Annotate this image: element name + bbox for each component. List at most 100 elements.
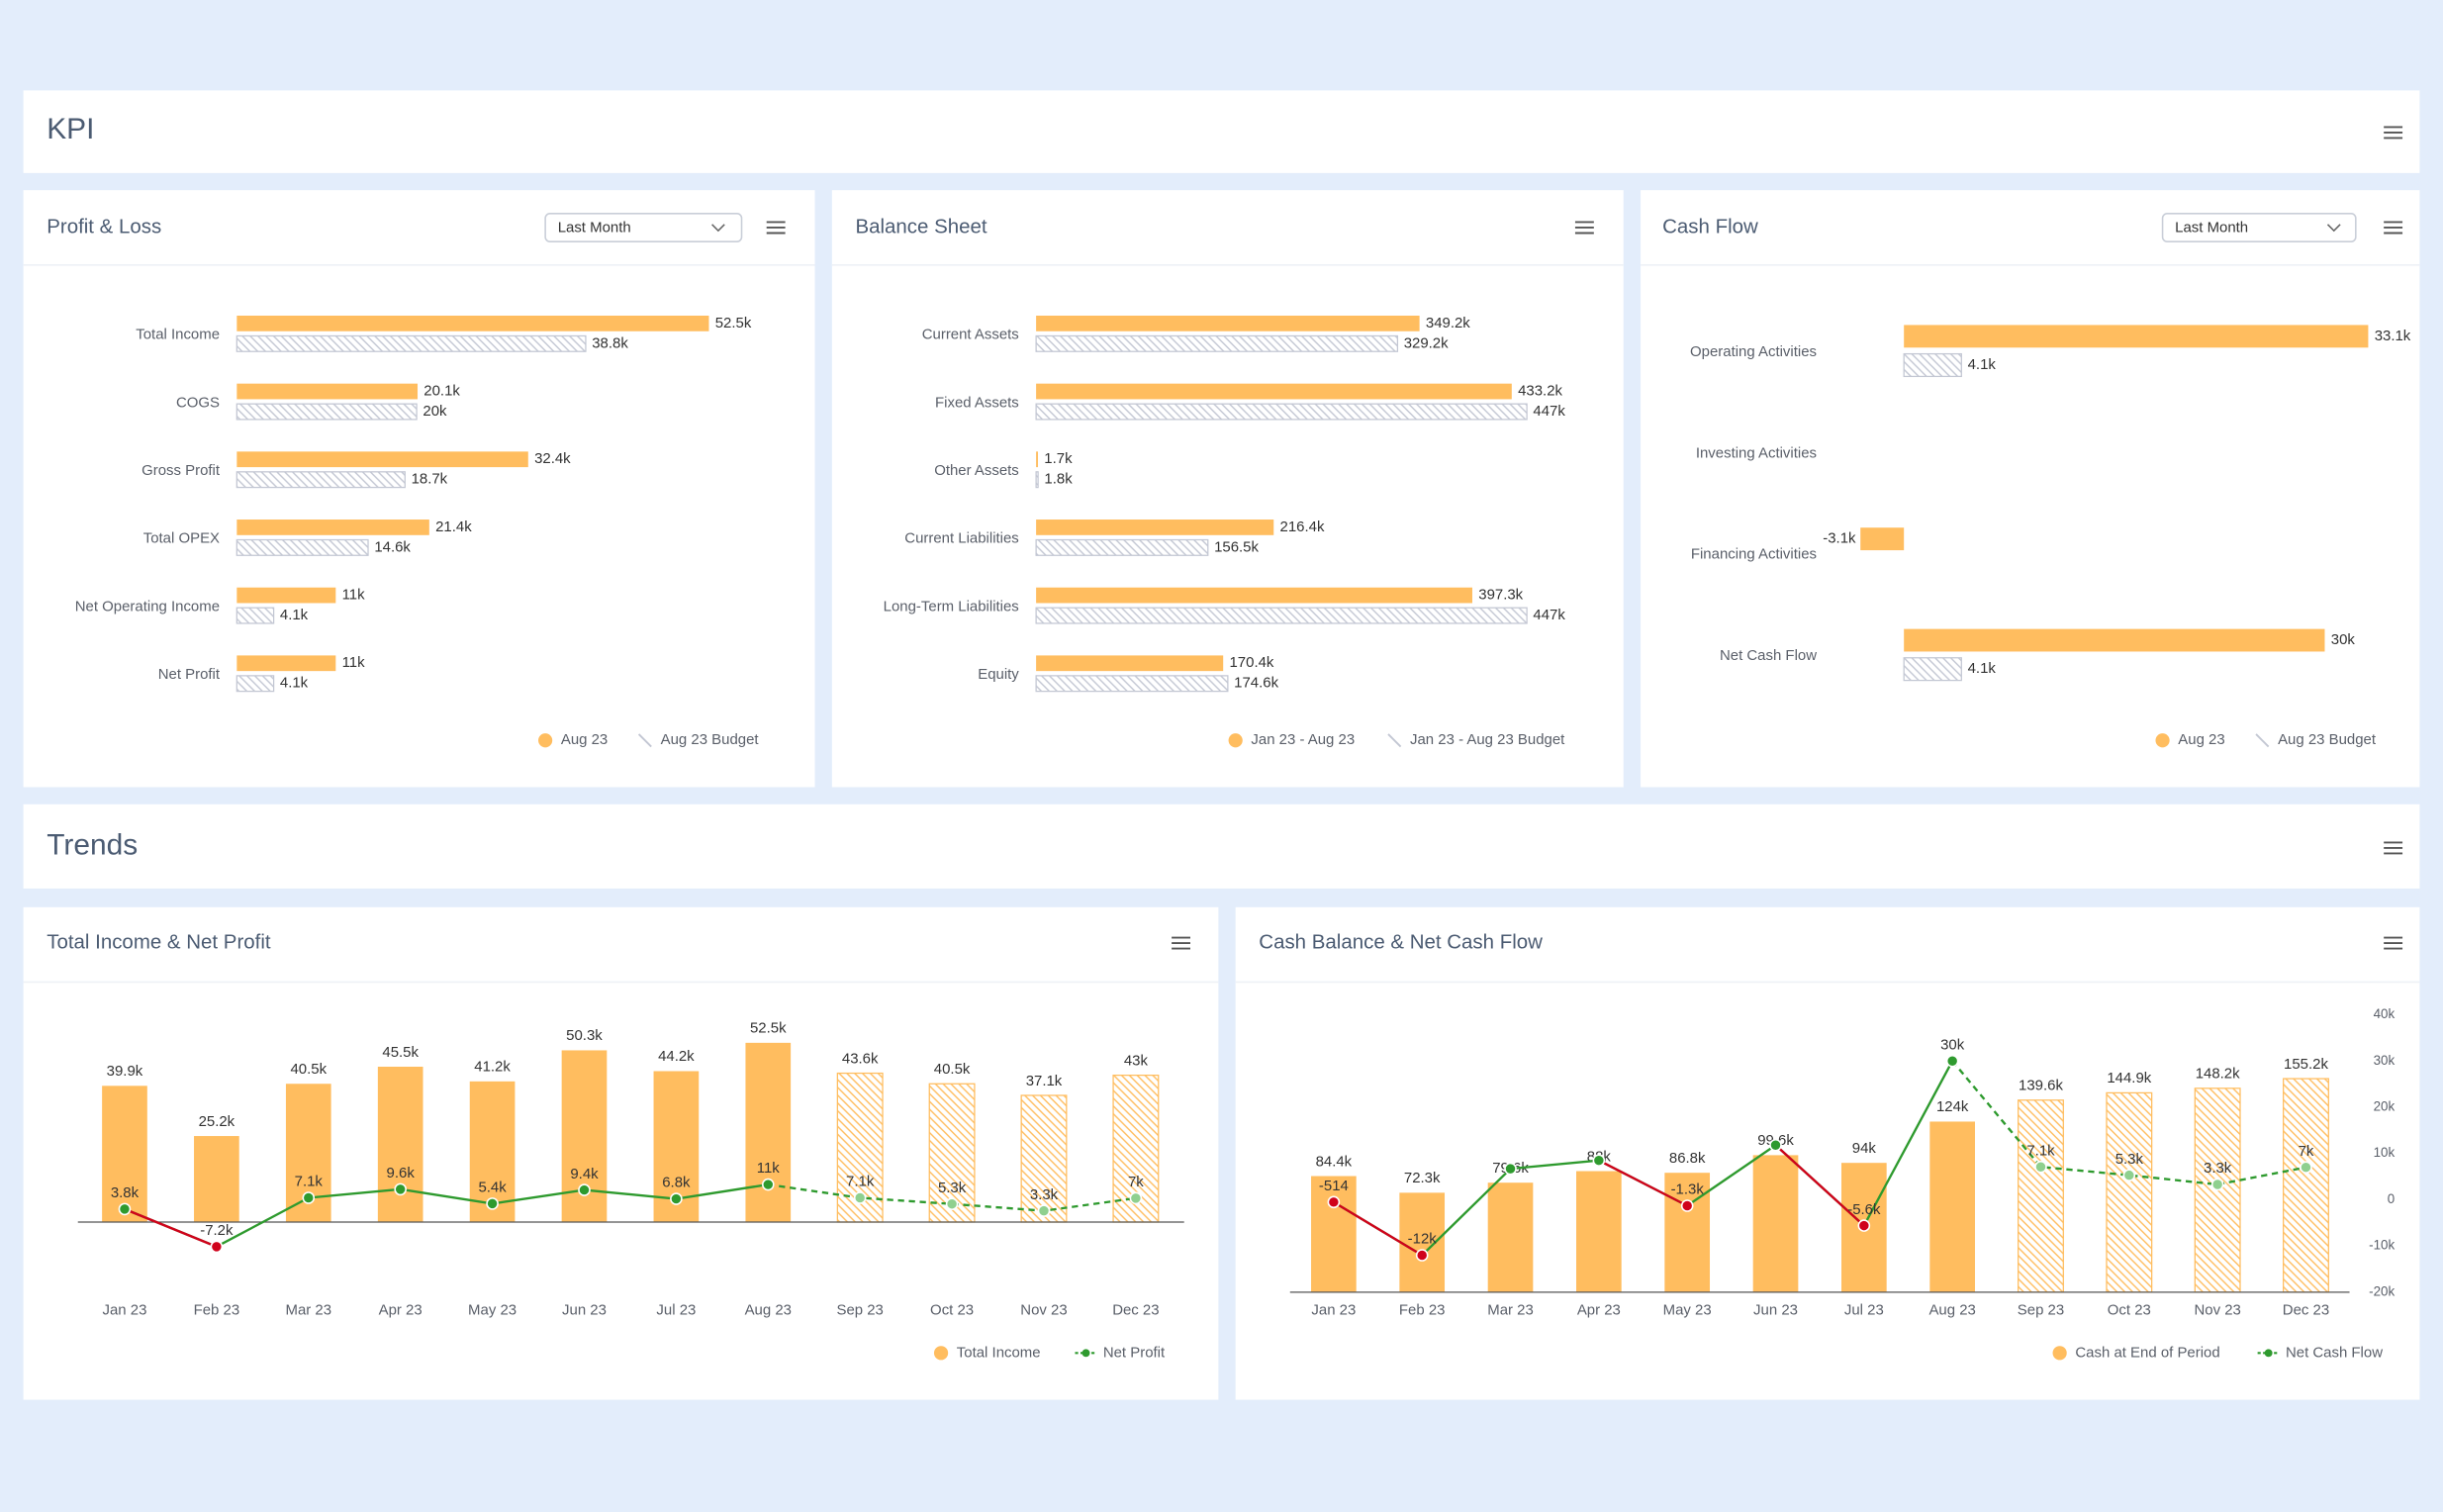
card-title: Balance Sheet bbox=[855, 215, 987, 237]
x-tick-label: Jul 23 bbox=[1844, 1302, 1884, 1319]
x-tick-label: Nov 23 bbox=[2194, 1302, 2240, 1319]
legend-marker bbox=[2052, 1346, 2067, 1361]
point-label: 3.3k bbox=[1030, 1186, 1059, 1203]
bar bbox=[235, 471, 406, 489]
x-tick-label: Jan 23 bbox=[103, 1302, 147, 1319]
trends-header bbox=[23, 803, 2420, 889]
bar bbox=[236, 587, 336, 604]
menu-button[interactable] bbox=[2384, 126, 2403, 140]
point-label: -12k bbox=[1408, 1231, 1438, 1248]
dropdown-box[interactable] bbox=[2161, 213, 2357, 242]
point-label: 5.3k bbox=[2115, 1151, 2144, 1168]
point bbox=[1504, 1162, 1517, 1176]
y2-tick-label: 10k bbox=[2374, 1145, 2396, 1160]
value-label: 20k bbox=[423, 403, 447, 420]
menu-button[interactable] bbox=[2384, 221, 2403, 235]
point-label: 11k bbox=[757, 1160, 781, 1177]
value-label: 72.3k bbox=[1404, 1170, 1441, 1186]
point bbox=[210, 1240, 224, 1254]
value-label: 86.8k bbox=[1669, 1150, 1706, 1167]
value-label: 216.4k bbox=[1280, 519, 1325, 535]
value-label: 144.9k bbox=[2107, 1070, 2151, 1087]
value-label: 43k bbox=[1124, 1052, 1149, 1069]
y2-tick-label: 40k bbox=[2374, 1006, 2396, 1021]
x-tick-label: Jul 23 bbox=[656, 1302, 696, 1319]
chevron[interactable] bbox=[2326, 224, 2341, 233]
bar bbox=[1036, 451, 1039, 468]
menu-button[interactable] bbox=[2384, 936, 2403, 950]
menu-button[interactable] bbox=[766, 221, 786, 235]
value-label: 21.4k bbox=[435, 519, 472, 535]
point-label: 30k bbox=[1940, 1036, 1965, 1053]
y2-tick-label: 30k bbox=[2374, 1053, 2396, 1068]
point bbox=[2122, 1169, 2136, 1181]
value-label: 155.2k bbox=[2284, 1056, 2328, 1073]
category-label: Gross Profit bbox=[141, 462, 221, 479]
x-tick-label: Sep 23 bbox=[2018, 1302, 2064, 1319]
card bbox=[831, 190, 1624, 788]
x-tick-label: May 23 bbox=[468, 1302, 517, 1319]
point bbox=[1857, 1219, 1871, 1232]
menu-button[interactable] bbox=[1172, 936, 1191, 950]
value-label: 94k bbox=[1852, 1140, 1877, 1157]
card-title: Cash Flow bbox=[1662, 215, 1758, 237]
point-label: 9.4k bbox=[570, 1166, 599, 1182]
value-label: 52.5k bbox=[750, 1020, 787, 1037]
value-label: 84.4k bbox=[1316, 1153, 1353, 1170]
point bbox=[1592, 1154, 1606, 1168]
bar bbox=[1035, 471, 1039, 489]
dropdown-box[interactable] bbox=[544, 213, 743, 242]
chevron[interactable] bbox=[711, 224, 725, 233]
value-label: 447k bbox=[1533, 607, 1565, 623]
bar bbox=[235, 675, 275, 693]
value-label: 30k bbox=[2331, 631, 2356, 648]
point bbox=[1327, 1195, 1341, 1209]
dropdown[interactable]: Last Month bbox=[544, 213, 743, 242]
bar bbox=[102, 1086, 147, 1223]
bar bbox=[1036, 520, 1274, 535]
value-label: 4.1k bbox=[280, 607, 309, 623]
dropdown-text[interactable]: Last Month bbox=[2175, 220, 2248, 236]
legend-marker bbox=[1081, 1349, 1090, 1358]
x-tick-label: Aug 23 bbox=[1928, 1302, 1975, 1319]
legend-label: Jan 23 - Aug 23 bbox=[1251, 731, 1355, 748]
category-label: Total Income bbox=[136, 327, 220, 343]
card-title: Profit & Loss bbox=[47, 215, 161, 237]
card bbox=[23, 190, 815, 788]
bar bbox=[2106, 1091, 2153, 1293]
x-tick-label: Apr 23 bbox=[379, 1302, 423, 1319]
x-tick-label: Sep 23 bbox=[836, 1302, 883, 1319]
legend-marker bbox=[1387, 733, 1402, 748]
kpi-header bbox=[23, 90, 2420, 173]
menu-button[interactable] bbox=[1574, 221, 1594, 235]
dropdown[interactable]: Last Month bbox=[2161, 213, 2357, 242]
category-label: Net Profit bbox=[158, 666, 221, 683]
point-label: 7k bbox=[2299, 1143, 2314, 1160]
bar bbox=[1752, 1155, 1799, 1292]
dropdown-text[interactable]: Last Month bbox=[558, 220, 631, 236]
value-label: 447k bbox=[1533, 403, 1565, 420]
negative-segment bbox=[1774, 1144, 1865, 1227]
bar bbox=[236, 520, 429, 535]
value-label: 148.2k bbox=[2196, 1066, 2240, 1083]
bar bbox=[2283, 1078, 2329, 1293]
bar bbox=[1576, 1171, 1622, 1292]
point bbox=[1037, 1204, 1051, 1217]
legend-marker bbox=[538, 733, 553, 748]
menu-button[interactable] bbox=[2384, 841, 2403, 855]
legend-label: Net Cash Flow bbox=[2286, 1344, 2383, 1361]
line-forecast bbox=[1951, 1060, 2306, 1186]
point bbox=[486, 1197, 499, 1210]
card-title: Total Income & Net Profit bbox=[47, 930, 271, 953]
line bbox=[124, 1182, 769, 1249]
category-label: Net Operating Income bbox=[75, 598, 220, 614]
value-label: 39.9k bbox=[107, 1063, 143, 1080]
bar bbox=[1904, 325, 2369, 348]
legend-label: Total Income bbox=[957, 1344, 1041, 1361]
bar bbox=[1036, 655, 1224, 672]
value-label: 52.5k bbox=[715, 315, 752, 331]
bar bbox=[377, 1067, 423, 1223]
point-label: 5.3k bbox=[938, 1180, 967, 1196]
point-label: -1.3k bbox=[1671, 1181, 1705, 1198]
category-label: Long-Term Liabilities bbox=[884, 598, 1019, 614]
